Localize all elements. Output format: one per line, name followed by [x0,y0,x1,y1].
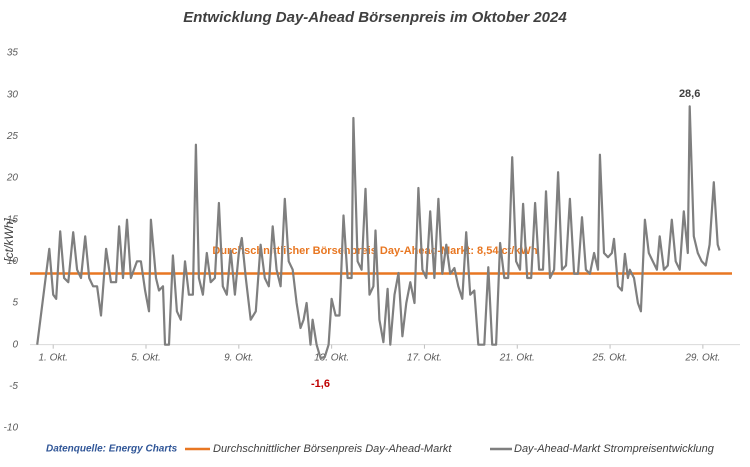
y-tick-label: 5 [12,298,18,309]
y-tick-label: 0 [12,339,18,350]
legend-label: Durchschnittlicher Börsenpreis Day-Ahead… [213,443,452,455]
source: Datenquelle: Energy Charts [46,444,178,455]
price-line [36,105,721,360]
x-tick-label: 9. Okt. [224,352,253,363]
y-tick-label: 20 [6,173,19,184]
x-tick-label: 29. Okt. [684,352,720,363]
y-tick-label: -10 [4,423,19,434]
x-tick-label: 5. Okt. [131,352,160,363]
annotation: -1,6 [311,378,330,390]
y-tick-label: -5 [9,381,18,392]
x-tick-label: 13. Okt. [314,352,349,363]
y-tick-label: 25 [6,131,19,142]
x-tick-label: 21. Okt. [499,352,535,363]
y-tick-label: 35 [7,48,19,59]
y-tick-label: 30 [7,89,19,100]
legend-label: Day-Ahead-Markt Strompreisentwicklung [514,443,715,455]
y-tick-label: 15 [7,214,19,225]
y-tick-label: 10 [7,256,19,267]
x-tick-label: 1. Okt. [38,352,67,363]
x-tick-label: 17. Okt. [407,352,442,363]
annotation: 28,6 [679,88,700,100]
x-tick-label: 25. Okt. [592,352,628,363]
y-axis-label: [ct/kWh] [2,218,16,263]
chart-title: Entwicklung Day-Ahead Börsenpreis im Okt… [183,9,567,26]
